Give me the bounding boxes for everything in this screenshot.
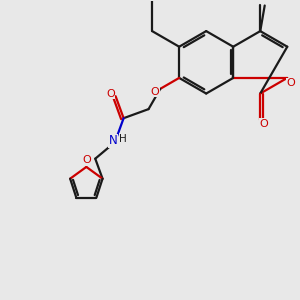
Text: O: O — [82, 155, 91, 165]
Text: N: N — [109, 134, 118, 147]
Text: O: O — [260, 118, 268, 129]
Text: O: O — [286, 78, 295, 88]
Text: H: H — [119, 134, 127, 144]
Text: O: O — [151, 87, 159, 97]
Text: O: O — [106, 89, 115, 99]
